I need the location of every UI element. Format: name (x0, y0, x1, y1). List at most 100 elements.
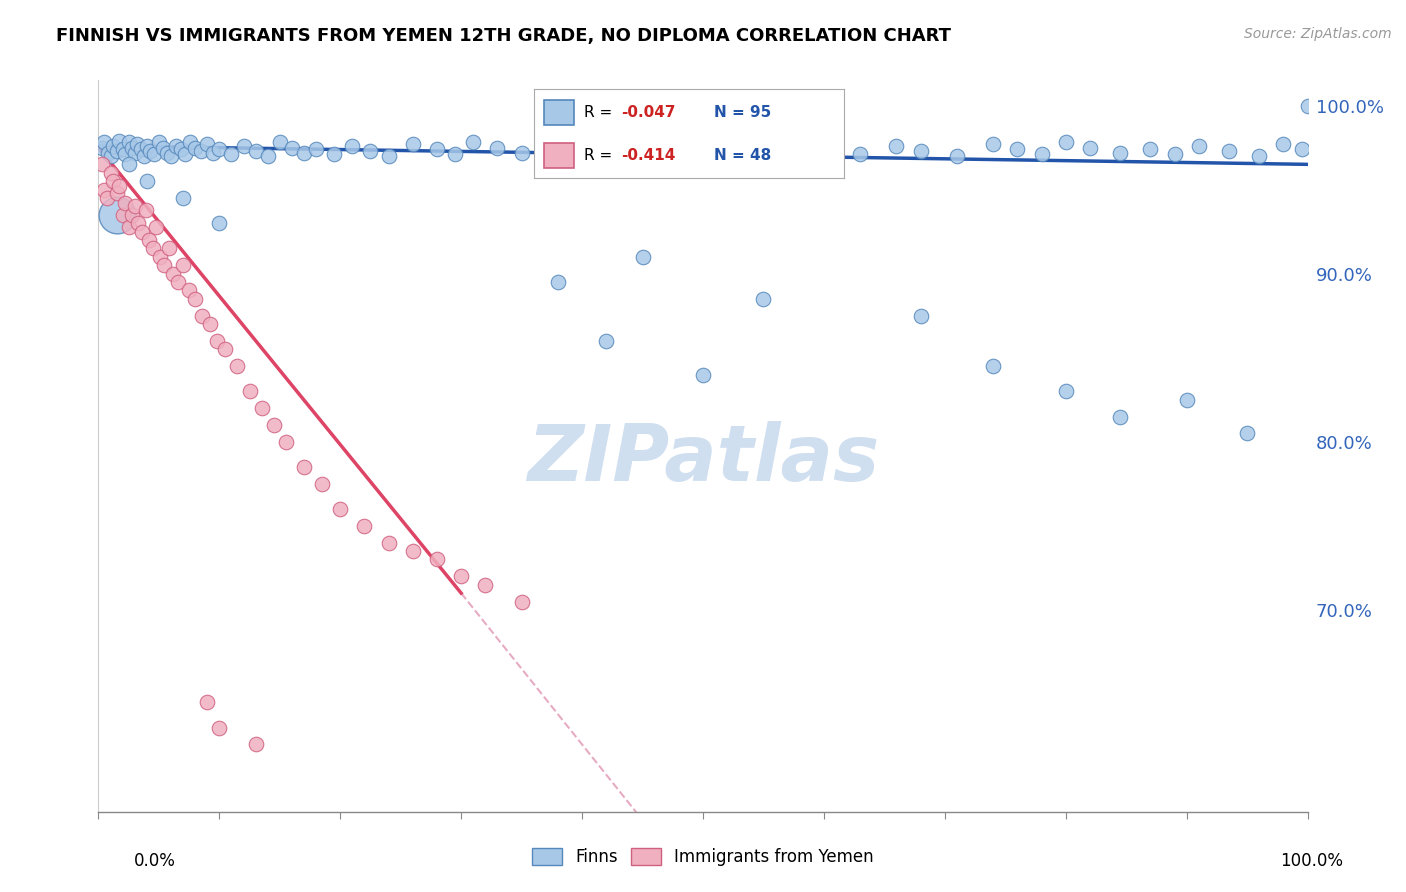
Point (353, 519, 375, 533)
Point (160, 149, 183, 163)
Point (202, 145, 225, 160)
Point (184, 292, 207, 306)
Point (162, 267, 184, 281)
Point (93, 136, 115, 150)
Point (1109, 145, 1132, 160)
Point (135, 174, 157, 188)
Point (100, 166, 122, 180)
Text: N = 95: N = 95 (714, 105, 770, 120)
Point (256, 149, 278, 163)
Point (486, 140, 509, 154)
Point (305, 142, 328, 156)
Point (142, 242, 165, 256)
Point (138, 233, 160, 247)
Point (134, 149, 156, 163)
Point (377, 535, 399, 549)
Point (1272, 137, 1295, 152)
Point (179, 284, 201, 298)
Point (169, 142, 191, 156)
Point (121, 140, 143, 154)
Point (274, 434, 297, 449)
Point (108, 179, 131, 194)
Point (1163, 147, 1185, 161)
Point (946, 149, 969, 163)
Text: 100.0%: 100.0% (1279, 852, 1343, 870)
Point (250, 401, 273, 416)
Point (292, 145, 315, 160)
Point (172, 191, 194, 205)
Point (108, 134, 131, 148)
Point (148, 136, 170, 150)
Point (129, 142, 152, 156)
Point (1249, 149, 1271, 163)
Point (167, 275, 190, 289)
Point (311, 476, 333, 491)
Point (124, 145, 146, 160)
Point (143, 147, 166, 161)
Point (1078, 140, 1101, 154)
Point (595, 334, 617, 348)
Point (1175, 392, 1198, 407)
Point (510, 145, 533, 160)
Text: R =: R = (583, 105, 617, 120)
Point (149, 250, 172, 264)
Point (135, 139, 157, 153)
Point (111, 142, 134, 156)
Point (157, 242, 180, 256)
Point (1218, 144, 1240, 158)
Point (534, 142, 557, 156)
Point (444, 147, 467, 161)
Point (329, 502, 352, 516)
Point (553, 147, 575, 161)
Point (91, 157, 114, 171)
Point (190, 144, 212, 158)
Point (114, 147, 136, 161)
Point (221, 147, 243, 161)
Point (619, 149, 641, 163)
Point (281, 140, 304, 154)
Point (402, 544, 425, 558)
Point (198, 317, 221, 331)
Point (547, 275, 569, 289)
Point (292, 460, 315, 475)
Point (910, 309, 932, 323)
Point (93, 183, 115, 197)
Point (1054, 384, 1077, 399)
Point (208, 721, 231, 735)
Point (752, 140, 775, 154)
Point (728, 136, 751, 150)
Point (226, 359, 249, 373)
Point (571, 139, 593, 153)
Point (1031, 147, 1053, 161)
Bar (544, 100, 575, 125)
Point (776, 145, 799, 160)
Point (127, 216, 149, 230)
Text: -0.414: -0.414 (621, 148, 675, 162)
Point (245, 144, 267, 158)
Point (463, 136, 485, 150)
Point (1054, 136, 1077, 150)
Point (673, 142, 696, 156)
Point (195, 137, 218, 152)
Point (172, 258, 194, 272)
Bar (544, 143, 575, 168)
Point (981, 137, 1004, 152)
Point (752, 292, 775, 306)
Point (184, 140, 207, 154)
Point (118, 136, 141, 150)
Point (118, 219, 141, 234)
Point (96, 191, 118, 205)
Point (105, 208, 128, 222)
Point (704, 147, 727, 161)
Legend: Finns, Immigrants from Yemen: Finns, Immigrants from Yemen (526, 841, 880, 873)
Point (1291, 142, 1313, 156)
Point (644, 137, 666, 152)
Point (1007, 142, 1029, 156)
Point (145, 219, 167, 234)
Point (191, 309, 214, 323)
Point (195, 695, 218, 709)
Point (101, 139, 124, 153)
Point (269, 136, 291, 150)
Point (886, 139, 908, 153)
Point (152, 258, 174, 272)
